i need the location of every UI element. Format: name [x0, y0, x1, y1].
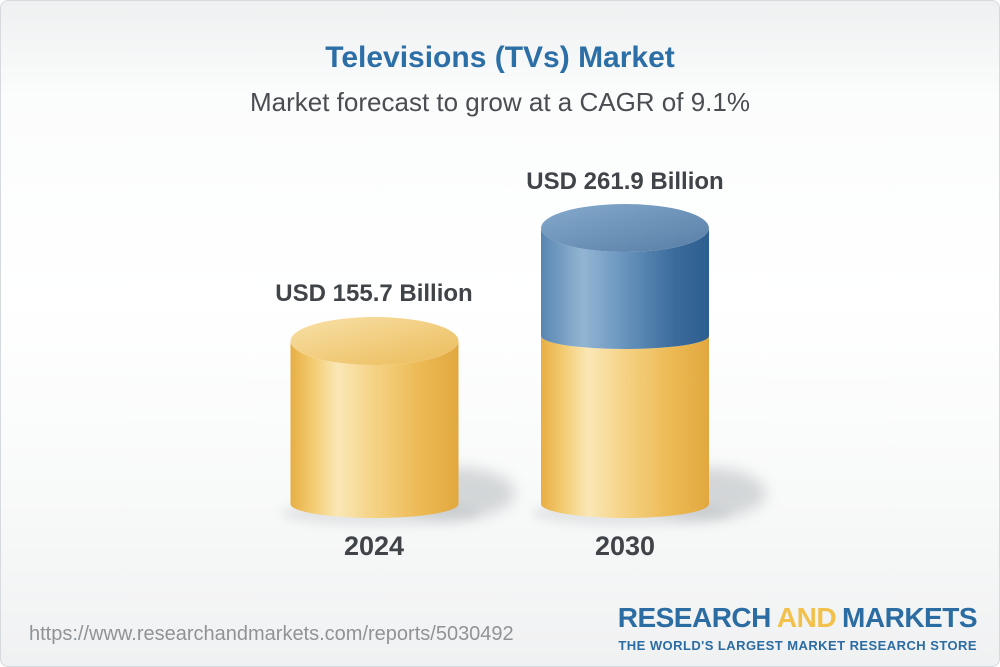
chart-subtitle: Market forecast to grow at a CAGR of 9.1…: [250, 87, 750, 117]
bar-2024-cylinder: [290, 317, 459, 518]
logo-word-and: AND: [776, 602, 837, 633]
source-url: https://www.researchandmarkets.com/repor…: [29, 623, 514, 645]
logo-word-research: RESEARCH: [617, 602, 772, 633]
bar-2030-base-segment: [541, 336, 709, 518]
bar-2030-cylinder: [541, 204, 709, 518]
research-and-markets-logo: RESEARCH AND MARKETS THE WORLD'S LARGEST M…: [617, 602, 978, 653]
logo-word-markets: MARKETS: [842, 602, 977, 633]
logo-wordmark: RESEARCH AND MARKETS: [617, 602, 978, 633]
chart-title: Televisions (TVs) Market: [325, 41, 675, 74]
value-label-2030: USD 261.9 Billion: [526, 168, 724, 195]
value-label-2024: USD 155.7 Billion: [275, 280, 473, 307]
axis-label-2030: 2030: [594, 531, 656, 561]
axis-label-2024: 2024: [343, 531, 405, 561]
bar-2030-growth-segment: [541, 228, 709, 349]
logo-tagline: THE WORLD'S LARGEST MARKET RESEARCH STOR…: [618, 638, 977, 653]
